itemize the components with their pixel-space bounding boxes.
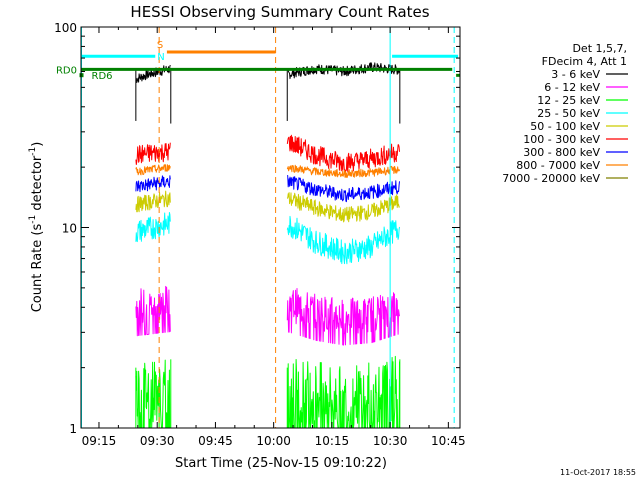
- series-6-12-kev: [135, 285, 400, 346]
- legend-entry-label: 6 - 12 keV: [544, 81, 600, 94]
- series-line: [135, 175, 171, 193]
- legend-header-1: Det 1,5,7,: [572, 42, 627, 55]
- marker-rd6-square: [79, 73, 84, 78]
- legend-entry-label: 300 - 800 keV: [523, 146, 600, 159]
- x-axis-label: Start Time (25-Nov-15 09:10:22): [175, 456, 387, 471]
- series-800-7000-kev: [135, 164, 400, 178]
- series-line: [135, 164, 171, 176]
- legend-entry-label: 12 - 25 keV: [537, 94, 600, 107]
- chart-title: HESSI Observing Summary Count Rates: [130, 3, 429, 21]
- x-tick-label: 09:45: [198, 434, 233, 448]
- x-tick-label: 10:45: [431, 434, 466, 448]
- series-line: [135, 285, 171, 337]
- marker-label-rd6: RD6: [92, 71, 113, 82]
- y-axis-label-mid: detector: [30, 155, 45, 215]
- series-line: [287, 355, 400, 429]
- series-line: [286, 164, 400, 178]
- series-line: [287, 175, 400, 203]
- series-line: [286, 215, 400, 265]
- y-axis-label: Count Rate (s-1 detector-1): [28, 142, 45, 313]
- marker-label-n: N: [157, 52, 164, 63]
- legend-entry-label: 800 - 7000 keV: [516, 159, 600, 172]
- timestamp-footer: 11-Oct-2017 18:55: [560, 468, 636, 477]
- axis-layer: 09:15 09:30 09:45 10:00 10:15 10:30 10:45 1 10 10…: [54, 21, 466, 448]
- series-line: [286, 134, 400, 173]
- series-line: [286, 192, 400, 223]
- y-tick-label: 100: [54, 21, 77, 35]
- series-line: [135, 142, 171, 165]
- y-tick-label: 1: [69, 422, 77, 436]
- y-axis-label-sup2: -1: [28, 147, 38, 156]
- legend-entry-label: 7000 - 20000 keV: [502, 172, 600, 185]
- series-100-300-kev: [135, 134, 400, 173]
- x-tick-label: 10:15: [315, 434, 350, 448]
- x-tick-label: 10:30: [373, 434, 408, 448]
- marker-label-s: S: [157, 40, 163, 51]
- series-layer: [135, 62, 401, 429]
- series-line: [135, 359, 171, 429]
- legend-entry-label: 100 - 300 keV: [523, 133, 600, 146]
- series-25-50-kev: [135, 212, 400, 265]
- x-tick-label: 10:00: [256, 434, 291, 448]
- y-tick-label: 10: [62, 222, 77, 236]
- legend-header-2: FDecim 4, Att 1: [542, 55, 627, 68]
- x-tick-label: 09:30: [140, 434, 175, 448]
- series-50-100-kev: [135, 190, 400, 223]
- y-axis-label-end: ): [30, 142, 45, 147]
- series-line: [135, 212, 171, 243]
- y-axis-label-main: Count Rate (s: [30, 224, 45, 313]
- series-12-25-kev: [135, 355, 401, 429]
- legend-entry-label: 3 - 6 keV: [551, 68, 600, 81]
- series-line: [135, 190, 171, 213]
- series-line: [135, 64, 171, 83]
- series-line: [286, 288, 400, 346]
- y-axis-label-sup1: -1: [28, 215, 38, 224]
- legend-entry-label: 50 - 100 keV: [530, 120, 600, 133]
- marker-label-rd0: RD0: [56, 65, 77, 76]
- legend-entry-label: 25 - 50 keV: [537, 107, 600, 120]
- series-300-800-kev: [135, 175, 400, 203]
- x-tick-label: 09:15: [82, 434, 117, 448]
